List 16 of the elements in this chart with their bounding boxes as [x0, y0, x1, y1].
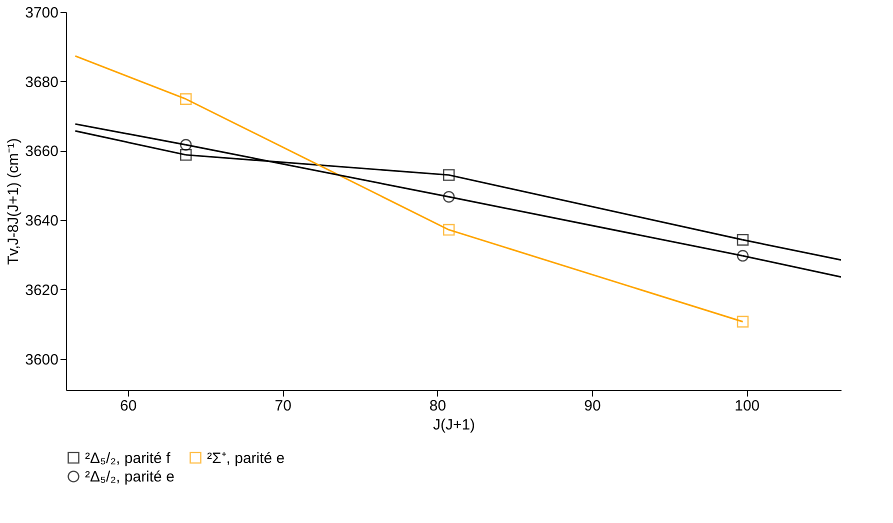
y-tick-label: 3680 — [25, 74, 58, 91]
y-tick-label: 3620 — [25, 282, 58, 299]
x-tick-label: 80 — [429, 398, 446, 414]
y-tick-label: 3600 — [25, 351, 58, 368]
x-tick-label: 100 — [734, 398, 760, 414]
x-tick-label: 70 — [274, 398, 292, 414]
y-tick-label: 3640 — [25, 212, 58, 230]
x-tick-label: 90 — [584, 398, 601, 414]
legend-label: ²Σ⁺, parité e — [207, 450, 285, 467]
y-tick-label: 3660 — [25, 143, 58, 160]
x-axis-title: J(J+1) — [432, 416, 476, 434]
y-axis-title: Tv,J-8J(J+1) (cm⁻¹) — [5, 138, 22, 265]
legend-label: ²Δ₅/₂, parité f — [85, 450, 172, 467]
x-tick-label: 60 — [120, 398, 137, 414]
y-tick-label: 3700 — [25, 4, 58, 22]
legend-label: ²Δ₅/₂, parité e — [85, 468, 174, 486]
